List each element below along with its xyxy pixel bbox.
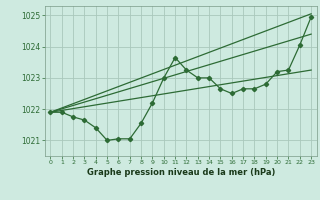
X-axis label: Graphe pression niveau de la mer (hPa): Graphe pression niveau de la mer (hPa) xyxy=(87,168,275,177)
